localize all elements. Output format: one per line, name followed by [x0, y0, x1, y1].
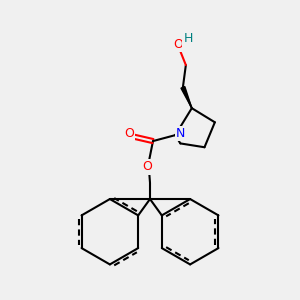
Text: O: O [173, 38, 183, 51]
Polygon shape [181, 86, 192, 108]
Text: O: O [142, 160, 152, 173]
Text: H: H [184, 32, 193, 45]
Text: N: N [176, 127, 185, 140]
Text: O: O [124, 127, 134, 140]
